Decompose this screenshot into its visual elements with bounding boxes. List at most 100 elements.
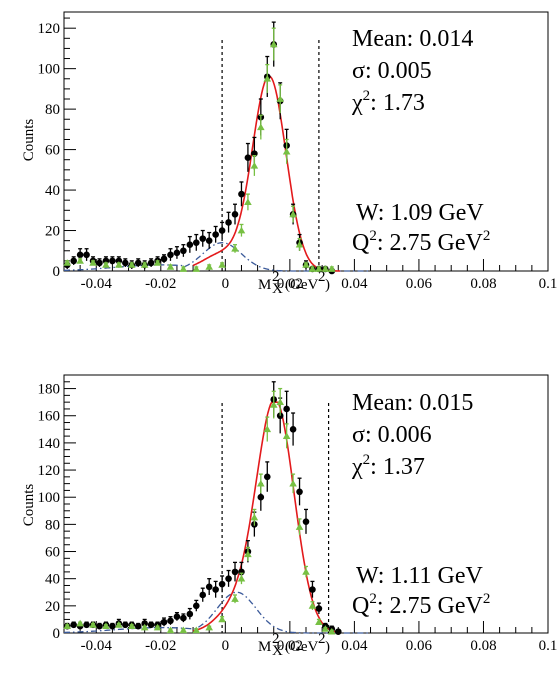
- data-point-circle: [231, 568, 239, 576]
- data-point-triangle: [218, 615, 226, 623]
- stat-chi-value: 1.73: [383, 90, 425, 116]
- data-point-triangle: [63, 259, 72, 266]
- svg-text:2: 2: [318, 631, 326, 647]
- data-point-triangle: [244, 550, 252, 558]
- plot-area-bottom: -0.04 -0.02 0 0.02 0.04 0.06 0.08 0.1 0 20 40 60 80 1…: [38, 374, 557, 654]
- y-tick-label: 0: [53, 626, 61, 642]
- data-point-circle: [160, 618, 168, 626]
- data-point-triangle: [218, 261, 226, 268]
- y-tick-label: 100: [38, 62, 61, 78]
- data-point-triangle: [282, 147, 291, 155]
- data-point-circle: [218, 227, 226, 234]
- stat-mean-value: 0.015: [419, 390, 473, 416]
- data-point-circle: [70, 621, 77, 629]
- stat-w-label: W:: [356, 563, 384, 589]
- x-tick-label: 0.04: [341, 276, 368, 292]
- svg-text:Q2: 2.75 GeV2: Q2: 2.75 GeV2: [352, 591, 490, 619]
- data-point-triangle: [140, 261, 149, 268]
- data-point-circle: [70, 257, 77, 265]
- data-point-circle: [315, 605, 323, 612]
- data-point-triangle: [308, 265, 317, 272]
- data-point-triangle: [115, 621, 123, 628]
- stat-sigma-label: σ:: [352, 422, 372, 448]
- data-point-circle: [212, 586, 219, 593]
- svg-text:σ: 0.006: σ: 0.006: [352, 422, 432, 448]
- data-point-triangle: [328, 627, 336, 635]
- data-point-circle: [225, 575, 232, 582]
- x-tick-label: 0.04: [341, 638, 368, 654]
- data-point-circle: [276, 412, 284, 420]
- data-point-circle: [283, 405, 290, 413]
- data-point-circle: [76, 251, 84, 259]
- data-point-triangle: [257, 123, 265, 131]
- svg-text:2: 2: [272, 269, 280, 285]
- data-point-triangle: [250, 513, 259, 521]
- data-point-circle: [122, 621, 129, 629]
- stat-q-label: Q: [352, 230, 369, 256]
- data-point-triangle: [231, 595, 239, 602]
- y-tick-label: 120: [38, 463, 61, 479]
- data-point-circle: [109, 622, 116, 630]
- x-tick-label: 0.1: [539, 276, 557, 292]
- data-point-circle: [192, 602, 200, 610]
- data-point-triangle: [282, 432, 291, 439]
- data-point-triangle: [192, 265, 201, 272]
- data-point-triangle: [153, 623, 162, 631]
- stat-sigma-value: 0.005: [378, 58, 432, 84]
- data-point-circle: [218, 580, 226, 588]
- plot-area-top: -0.04 -0.02 0 0.02 0.04 0.06 0.08 0.1 0 20 40 60 80 1…: [38, 11, 557, 292]
- panel-top: -0.04 -0.02 0 0.02 0.04 0.06 0.08 0.1 0 20 40 60 80 1…: [21, 11, 557, 297]
- data-point-triangle: [321, 625, 330, 632]
- x-tick-label: 0.08: [470, 638, 496, 654]
- y-tick-label: 180: [38, 382, 61, 398]
- x-tick-label: 0: [222, 638, 230, 654]
- x-tick-label: 0.02: [277, 276, 303, 292]
- x-tick-label: 0: [222, 276, 230, 292]
- data-point-circle: [180, 614, 187, 622]
- data-point-circle: [199, 591, 207, 599]
- svg-text:W: 1.11 GeV: W: 1.11 GeV: [356, 563, 484, 589]
- svg-text:2: 2: [318, 269, 326, 285]
- data-point-triangle: [102, 261, 110, 268]
- stat-mean-label: Mean:: [352, 390, 413, 416]
- svg-text:): ): [325, 277, 330, 293]
- y-axis-label-bottom: Counts: [21, 484, 37, 527]
- data-point-triangle: [205, 263, 213, 270]
- y-tick-label: 80: [45, 102, 60, 118]
- svg-text:W: 1.09 GeV: W: 1.09 GeV: [356, 200, 484, 226]
- data-point-circle: [263, 473, 271, 481]
- data-point-circle: [83, 621, 90, 629]
- data-point-triangle: [263, 74, 272, 82]
- data-point-triangle: [315, 265, 323, 272]
- y-tick-label: 120: [38, 21, 61, 37]
- data-point-triangle: [276, 95, 284, 102]
- data-point-triangle: [295, 523, 304, 530]
- data-point-circle: [309, 586, 316, 593]
- data-point-triangle: [237, 226, 246, 234]
- data-point-circle: [160, 255, 168, 263]
- data-point-circle: [134, 622, 142, 630]
- data-point-triangle: [269, 401, 278, 408]
- data-point-circle: [289, 426, 297, 433]
- svg-text:(GeV: (GeV: [285, 277, 318, 293]
- data-point-triangle: [328, 265, 336, 272]
- svg-text:M: M: [258, 639, 271, 655]
- data-point-triangle: [102, 622, 110, 630]
- stat-w-value: 1.09 GeV: [390, 200, 484, 226]
- stats-box-bottom: Mean: 0.015 σ: 0.006 χ2: 1.37 W: 1.11 Ge…: [351, 390, 490, 619]
- data-point-triangle: [153, 259, 162, 266]
- stat-chi-value: 1.37: [383, 454, 425, 480]
- x-tick-label: -0.02: [145, 638, 176, 654]
- stat-w-label: W:: [356, 200, 384, 226]
- data-point-triangle: [257, 479, 265, 487]
- data-point-circle: [225, 219, 232, 226]
- stat-chi-label: χ: [351, 90, 363, 116]
- svg-text:X: X: [272, 643, 283, 659]
- svg-text:χ2: 1.73: χ2: 1.73: [351, 88, 425, 116]
- data-point-circle: [205, 237, 213, 244]
- data-point-triangle: [127, 622, 136, 630]
- data-point-triangle: [192, 626, 201, 634]
- svg-text:Mean: 0.014: Mean: 0.014: [352, 26, 473, 52]
- data-point-circle: [96, 259, 103, 267]
